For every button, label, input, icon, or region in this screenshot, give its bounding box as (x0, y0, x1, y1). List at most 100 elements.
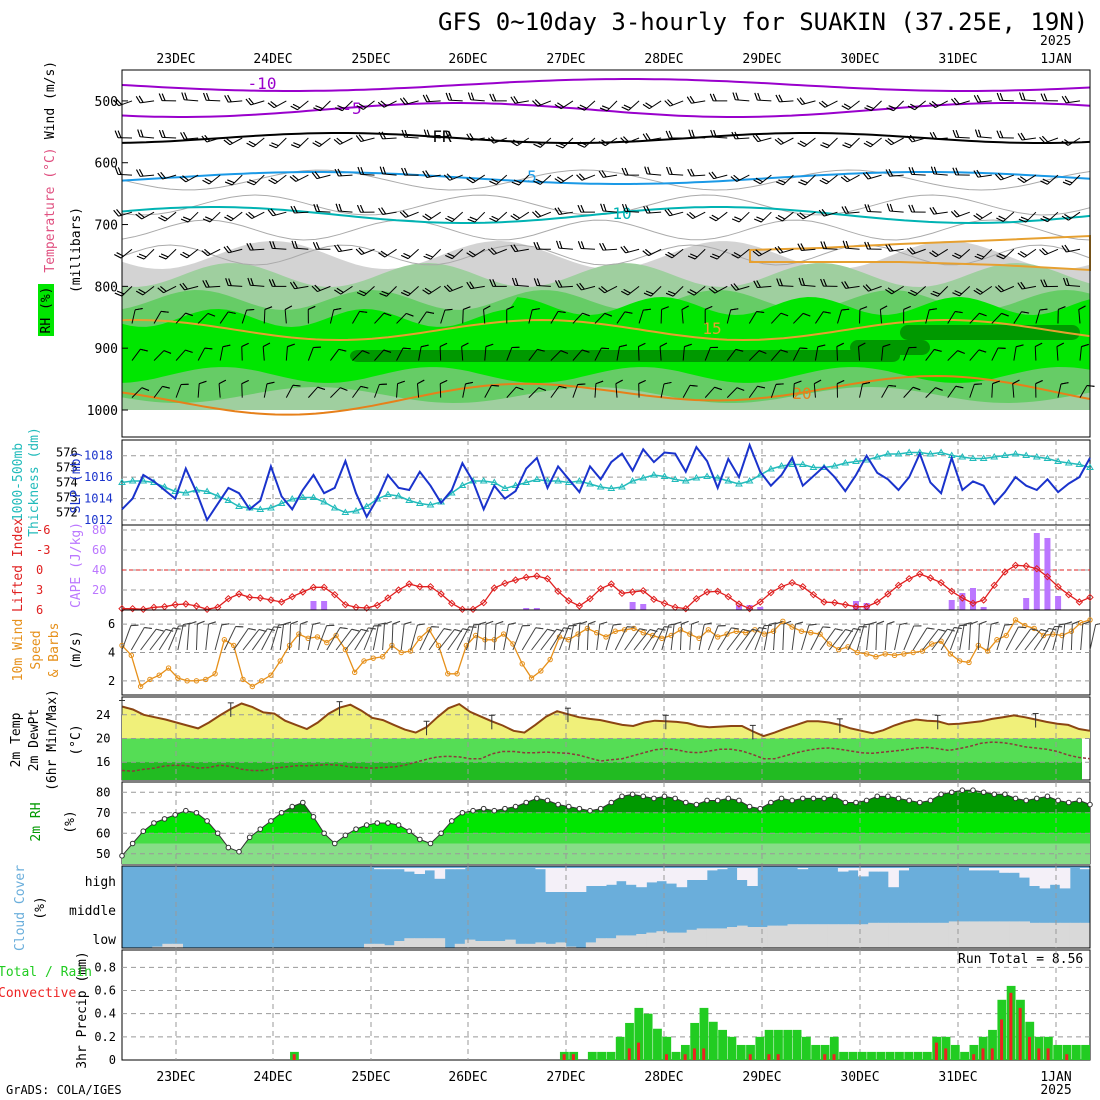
surface-wind-barb-98-staff (1033, 628, 1050, 651)
li-point-63 (788, 578, 796, 587)
surface-wind-barb-18 (289, 620, 298, 651)
date-bottom-0: 23DEC (156, 1070, 195, 1085)
run-total-label: Run Total = 8.56 (958, 952, 1084, 967)
upper-wind-barb-3-27-staff (715, 211, 728, 222)
cloud-level-high: high (85, 875, 116, 890)
upper-wind-barb-2-4-flag-3 (204, 177, 212, 183)
rh-point-68 (842, 799, 849, 806)
upper-wind-barb-8-6 (263, 381, 275, 398)
upper-wind-barb-3-39 (973, 211, 993, 221)
upper-wind-barb-4-14 (423, 248, 442, 260)
upper-wind-barb-0-25-staff (669, 100, 684, 107)
upper-wind-barb-3-17 (489, 211, 508, 222)
surface-wind-barb-58-staff (661, 624, 670, 651)
upper-wind-barb-0-4 (203, 92, 221, 102)
li-point-1 (128, 604, 137, 613)
upper-wind-barb-0-21-flag-3 (579, 104, 588, 109)
upper-wind-barb-0-2-flag-1 (158, 93, 163, 101)
precip-total-bar-59 (671, 1051, 681, 1060)
upper-wind-barb-7-33 (858, 342, 866, 361)
upper-wind-barb-4-43-staff (1066, 248, 1081, 253)
rh-point-62 (778, 795, 785, 802)
upper-wind-barb-1-35-staff (891, 137, 904, 146)
surface-wind-barb-23-staff (335, 628, 353, 651)
li-point-36 (501, 579, 509, 588)
wind-speed-point-22 (324, 639, 330, 646)
rh-fill-band-1 (122, 833, 1090, 844)
surface-wind-barb-92-flag-1 (979, 620, 987, 625)
upper-wind-barb-7-38-flag-1 (978, 349, 987, 353)
surface-wind-barb-35-flag-1 (462, 628, 471, 631)
upper-wind-barb-1-23-flag-1 (620, 137, 627, 144)
upper-wind-barb-8-9 (330, 387, 348, 398)
cloud-low-bar-66 (787, 924, 799, 948)
upper-wind-barb-2-5-staff (231, 174, 243, 186)
wind-speed-point-91 (966, 659, 972, 666)
upper-wind-barb-0-8 (290, 100, 309, 111)
upper-wind-barb-8-10-flag-1 (360, 385, 369, 389)
li-point-62 (777, 582, 786, 591)
upper-wind-barb-4-3-flag-1 (180, 253, 188, 259)
precip-convective-label: Convective (0, 986, 76, 1001)
upper-wind-barb-2-37-flag-3 (933, 166, 938, 175)
surface-wind-barb-38 (475, 621, 487, 651)
upper-wind-barb-8-37-flag-1 (955, 385, 964, 389)
upper-wind-barb-3-30-flag-3 (777, 215, 786, 220)
upper-wind-barb-7-0-staff (131, 348, 141, 361)
upper-wind-barb-6-18-staff (528, 309, 533, 324)
upper-wind-barb-5-0-flag-1 (114, 292, 123, 297)
upper-wind-barb-2-3-staff (185, 174, 199, 183)
thickness-point-5 (171, 487, 180, 494)
upper-wind-barb-6-7 (284, 305, 293, 324)
upper-wind-barb-3-43-flag-3 (1064, 213, 1072, 219)
li-point-91 (1086, 593, 1094, 602)
upper-wind-barb-2-38-flag-1 (952, 167, 957, 176)
li-tick-6: 6 (36, 603, 43, 617)
surface-wind-barb-10-staff (214, 624, 223, 651)
upper-wind-barb-3-2-flag-1 (158, 216, 166, 222)
surface-wind-barb-50-flag-1 (588, 620, 596, 625)
upper-wind-barb-8-39-flag-1 (992, 380, 1000, 385)
upper-wind-barb-7-3 (197, 347, 213, 361)
surface-wind-barb-92-staff (977, 624, 980, 651)
upper-wind-barb-7-25-flag-1 (684, 343, 692, 348)
upper-wind-barb-7-10 (352, 350, 370, 361)
upper-wind-barb-1-18-staff (516, 137, 530, 147)
surface-wind-barb-64-staff (717, 627, 732, 651)
precip-total-bar-54 (625, 1022, 634, 1060)
cloud-low-bar-77 (898, 922, 909, 948)
upper-wind-barb-8-37-staff (947, 385, 957, 398)
li-point-35 (490, 584, 499, 592)
li-point-88 (1054, 582, 1062, 591)
upper-wind-barb-2-28-flag-1 (730, 176, 738, 182)
upper-wind-barb-3-7-flag-3 (270, 208, 277, 216)
upper-wind-barb-8-43 (1079, 384, 1095, 398)
surface-wind-barb-81-staff (875, 623, 878, 651)
upper-wind-barb-4-21-staff (580, 247, 596, 250)
upper-wind-barb-3-25-staff (669, 211, 684, 217)
upper-wind-barb-6-40 (1013, 311, 1030, 324)
surface-wind-barb-91-flag-1 (970, 620, 978, 625)
cloud-low-bar-38 (505, 939, 516, 948)
thickness-point-32 (458, 481, 467, 488)
upper-wind-barb-3-1-flag-3 (138, 212, 145, 218)
upper-wind-barb-4-23 (620, 245, 640, 254)
upper-wind-barb-7-39 (991, 347, 1006, 361)
precip-total-bar-85 (913, 1051, 923, 1060)
upper-wind-barb-3-4-flag-3 (205, 216, 213, 221)
wind-label-3: & Barbs (47, 623, 62, 678)
upper-wind-barb-4-17-flag-3 (490, 247, 497, 254)
cape-bar-39 (533, 608, 540, 610)
upper-wind-barb-4-11-flag-3 (358, 247, 365, 254)
upper-wind-barb-4-35-flag-1 (885, 244, 891, 252)
precip-convective-bar-76 (832, 1054, 836, 1060)
li-point-17 (299, 588, 307, 596)
surface-wind-barb-43 (521, 627, 544, 651)
upper-wind-barb-1-0-flag-3 (117, 130, 122, 138)
upper-wind-barb-2-19 (533, 174, 552, 185)
upper-wind-barb-0-5 (224, 94, 243, 103)
li-label: Lifted Index (11, 518, 26, 612)
upper-wind-barb-4-11 (355, 247, 375, 255)
cloud-low-bar-53 (656, 931, 667, 948)
thickness-point-27 (405, 496, 414, 503)
